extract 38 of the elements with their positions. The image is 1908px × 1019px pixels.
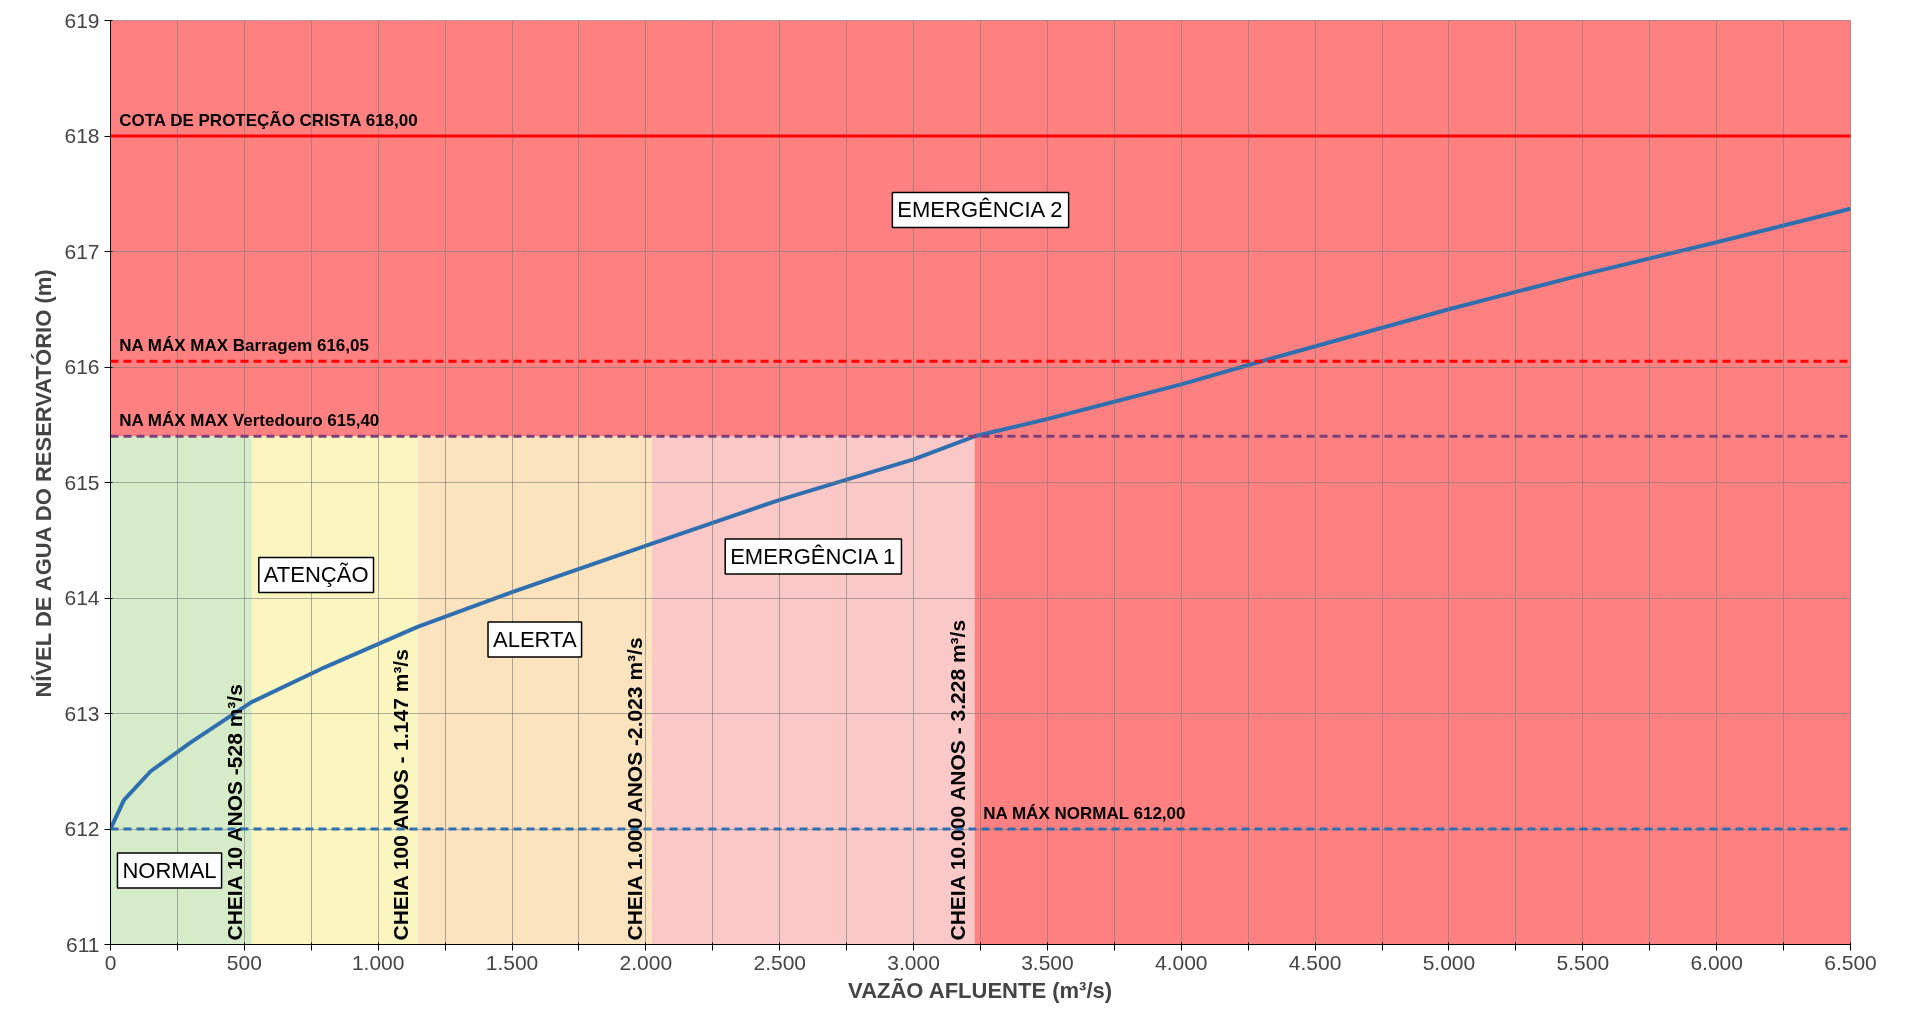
x-tick-label: 1.500 (485, 950, 539, 974)
y-tick-label: 613 (64, 701, 100, 725)
x-tick-label: 2.500 (753, 950, 807, 974)
x-tick-label: 4.500 (1288, 950, 1342, 974)
y-tick-label: 619 (64, 8, 100, 32)
x-tick-label: 0 (104, 950, 117, 974)
ref-line-label: NA MÁX MAX Vertedouro 615,40 (119, 411, 380, 431)
y-tick-label: 617 (64, 239, 100, 263)
ref-line-label: NA MÁX NORMAL 612,00 (983, 804, 1186, 823)
y-axis-title: NÍVEL DE AGUA DO RESERVATÓRIO (m) (31, 269, 57, 698)
x-axis-title: VAZÃO AFLUENTE (m³/s) (848, 977, 1113, 1003)
x-tick-label: 2.000 (619, 950, 673, 974)
y-tick-label: 611 (66, 932, 100, 956)
y-tick-label: 612 (64, 817, 100, 840)
y-tick-label: 614 (64, 586, 100, 609)
band-label: EMERGÊNCIA 2 (897, 197, 1063, 223)
x-tick-label: 6.000 (1690, 950, 1743, 974)
x-tick-label: 3.000 (887, 950, 940, 974)
band-label: EMERGÊNCIA 1 (730, 543, 896, 569)
x-tick-label: 5.000 (1422, 950, 1476, 974)
x-tick-label: 500 (226, 950, 262, 974)
y-tick-label: 618 (64, 124, 100, 147)
annotation: CHEIA 10.000 ANOS - 3.228 m³/s (945, 619, 969, 941)
x-tick-label: 5.500 (1556, 950, 1610, 974)
ref-line-label: NA MÁX MAX Barragem 616,05 (119, 336, 369, 356)
x-tick-label: 4.000 (1154, 950, 1208, 974)
band-label: ATENÇÃO (263, 562, 369, 588)
x-tick-label: 1.000 (351, 950, 405, 974)
annotation: CHEIA 100 ANOS - 1.147 m³/s (388, 649, 412, 941)
band-label: ALERTA (493, 627, 577, 653)
band-label: NORMAL (122, 858, 217, 884)
y-tick-label: 615 (64, 470, 100, 494)
y-tick-label: 616 (64, 355, 100, 378)
ref-line-label: COTA DE PROTEÇÃO CRISTA 618,00 (119, 110, 418, 130)
annotation: CHEIA 10 ANOS -528 m³/s (222, 684, 246, 941)
x-tick-label: 3.500 (1021, 950, 1074, 974)
annotation: CHEIA 1.000 ANOS -2.023 m³/s (623, 637, 647, 941)
x-tick-label: 6.500 (1824, 950, 1877, 974)
